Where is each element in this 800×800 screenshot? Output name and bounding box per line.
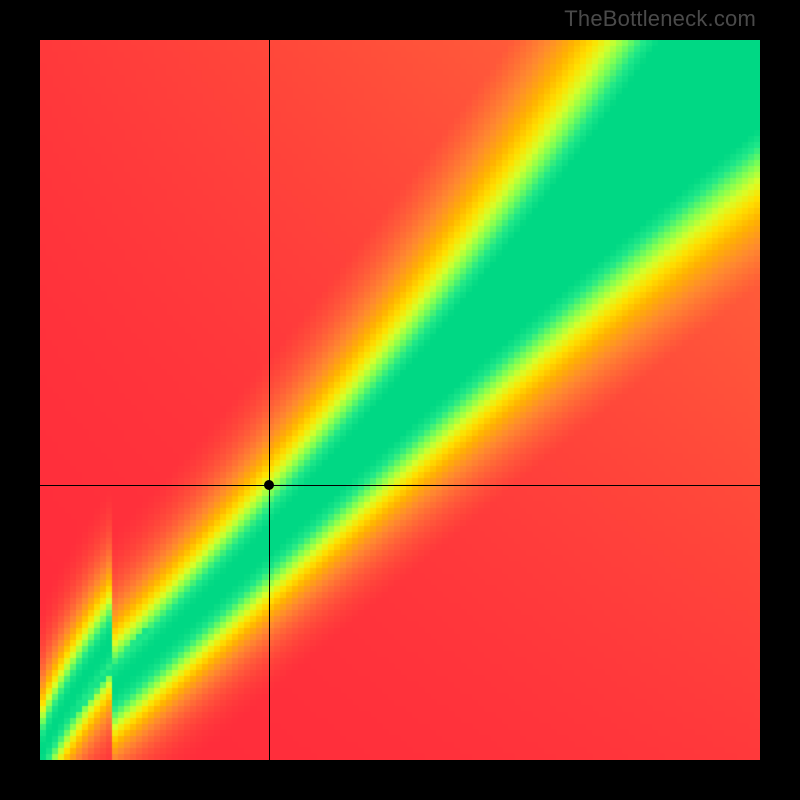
watermark-text: TheBottleneck.com bbox=[564, 6, 756, 32]
bottleneck-heatmap-canvas bbox=[40, 40, 760, 760]
plot-area bbox=[40, 40, 760, 760]
